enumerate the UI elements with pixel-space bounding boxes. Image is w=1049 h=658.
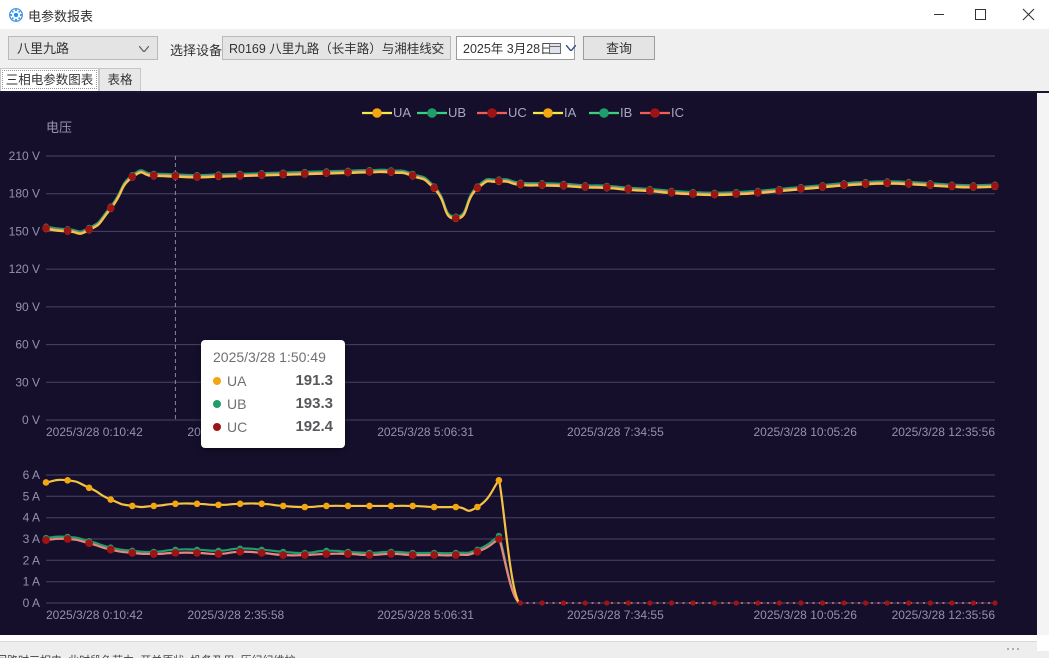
svg-text:6 A: 6 A <box>23 468 40 482</box>
svg-text:2025/3/28 2:35:58: 2025/3/28 2:35:58 <box>187 608 284 622</box>
svg-text:2 A: 2 A <box>23 553 40 567</box>
svg-text:5 A: 5 A <box>23 489 40 503</box>
svg-text:0 A: 0 A <box>23 596 40 610</box>
svg-text:2025/3/28 7:34:55: 2025/3/28 7:34:55 <box>567 608 664 622</box>
svg-text:1 A: 1 A <box>23 575 40 589</box>
svg-text:2025/3/28 10:05:26: 2025/3/28 10:05:26 <box>753 608 857 622</box>
svg-text:2025/3/28 5:06:31: 2025/3/28 5:06:31 <box>377 608 474 622</box>
svg-text:2025/3/28 0:10:42: 2025/3/28 0:10:42 <box>46 608 143 622</box>
svg-text:4 A: 4 A <box>23 511 40 525</box>
svg-text:3 A: 3 A <box>23 532 40 546</box>
svg-text:2025/3/28 12:35:56: 2025/3/28 12:35:56 <box>892 608 996 622</box>
